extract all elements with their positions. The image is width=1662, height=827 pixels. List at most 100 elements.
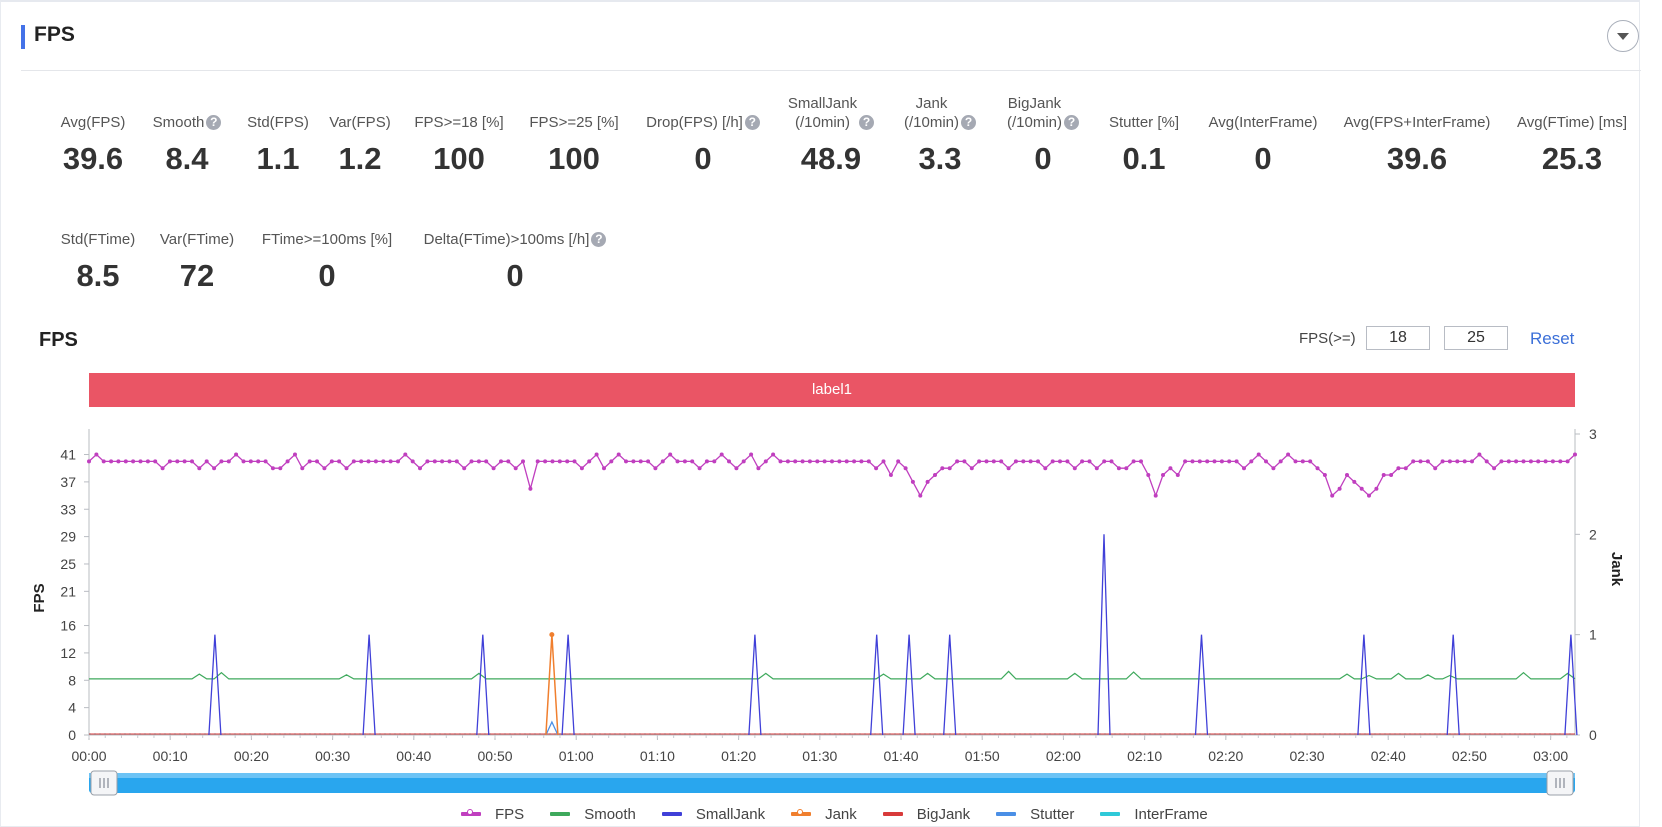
legend-item-stutter[interactable]: Stutter — [996, 806, 1074, 823]
fps-point — [668, 452, 673, 457]
fps-point — [513, 466, 518, 471]
metric-label: Delta(FTime)>100ms [/h]? — [405, 209, 625, 249]
fps-point — [837, 459, 842, 464]
fps-point — [646, 459, 651, 464]
fps-point — [462, 466, 467, 471]
legend-item-jank[interactable]: Jank — [791, 806, 857, 823]
fps-point — [572, 459, 577, 464]
fps-point — [1161, 473, 1165, 477]
legend-label: Smooth — [584, 805, 636, 823]
fps-point — [807, 459, 812, 464]
fps-point — [270, 466, 275, 471]
fps-point — [1205, 459, 1210, 464]
smalljank-spike — [870, 634, 884, 736]
metric-label-text: FTime>=100ms [%] — [261, 231, 393, 248]
fps-point — [1175, 473, 1180, 477]
fps-point — [609, 459, 614, 464]
help-icon[interactable]: ? — [859, 115, 875, 130]
fps-point — [87, 459, 91, 464]
fps-point — [1440, 459, 1445, 464]
fps-point — [1359, 486, 1364, 491]
panel-title: FPS — [34, 23, 75, 46]
help-icon[interactable]: ? — [591, 232, 607, 247]
fps-point — [984, 459, 989, 464]
fps-point — [403, 452, 408, 457]
legend-item-smalljank[interactable]: SmallJank — [661, 806, 765, 823]
smalljank-spike — [748, 634, 762, 736]
fps-point — [1116, 466, 1121, 471]
fps-point — [793, 459, 798, 464]
label-bar[interactable]: label1 — [89, 373, 1575, 407]
fps-point — [1433, 466, 1438, 471]
metric-value: 8.5 — [76, 258, 120, 293]
metric-label-text: BigJank (/10min) — [1006, 95, 1062, 131]
fps-point — [131, 459, 136, 464]
fps-point — [1337, 486, 1342, 491]
zoom-slider-right-handle[interactable] — [1546, 770, 1574, 796]
help-icon[interactable]: ? — [961, 115, 976, 130]
fps-point — [1425, 459, 1430, 464]
metric-label-text: Std(FTime) — [60, 231, 136, 248]
reset-link[interactable]: Reset — [1530, 329, 1575, 348]
help-icon[interactable]: ? — [206, 115, 222, 130]
fps-point — [1455, 459, 1460, 464]
metric-metrics_row1-5: FPS>=25 [%] 100 — [464, 92, 684, 177]
fps-point — [1403, 466, 1408, 471]
fps-point — [190, 459, 194, 464]
fps-point — [682, 459, 687, 464]
metric-label: Var(FPS) — [250, 92, 470, 132]
fps-point — [1249, 459, 1254, 464]
fps-point — [1013, 459, 1018, 464]
metric-label: Drop(FPS) [/h]? — [593, 92, 813, 132]
fps-point — [1492, 466, 1497, 471]
fps-point — [852, 459, 857, 464]
fps-point — [830, 459, 834, 464]
fps-point — [1573, 452, 1577, 457]
fps-point — [167, 459, 172, 464]
help-icon[interactable]: ? — [1064, 115, 1079, 130]
fps-point — [1322, 473, 1327, 477]
y2-tick-label: 1 — [1589, 627, 1597, 643]
x-tick-label: 01:50 — [965, 748, 1000, 764]
x-tick-label: 00:30 — [315, 748, 350, 764]
fps-threshold-high-input[interactable] — [1444, 326, 1508, 350]
fps-point — [1278, 459, 1283, 464]
metric-label: Avg(FPS+InterFrame) — [1307, 92, 1527, 132]
metric-label: FPS>=25 [%] — [464, 92, 684, 132]
x-tick-label: 01:00 — [559, 748, 594, 764]
smooth-series-line — [89, 670, 1576, 680]
zoom-slider-left-handle[interactable] — [90, 770, 118, 796]
fps-point — [329, 459, 334, 464]
metric-value: 0 — [506, 258, 524, 293]
metric-label: BigJank (/10min)? — [933, 92, 1153, 132]
legend-item-interframe[interactable]: InterFrame — [1100, 806, 1208, 823]
fps-point — [969, 466, 974, 471]
fps-point — [903, 466, 908, 471]
metric-label-text: Jank (/10min) — [903, 95, 959, 131]
metric-metrics_row1-11: Avg(InterFrame) 0 — [1153, 92, 1373, 177]
fps-threshold-low-input[interactable] — [1366, 326, 1430, 350]
fps-point — [1102, 459, 1107, 464]
legend-item-smooth[interactable]: Smooth — [550, 806, 636, 823]
legend-item-bigjank[interactable]: BigJank — [882, 806, 970, 823]
fps-point — [896, 459, 901, 464]
fps-point — [1352, 479, 1357, 484]
metric-value: 0 — [318, 258, 336, 293]
smalljank-spike — [1446, 634, 1460, 736]
help-icon[interactable]: ? — [744, 115, 760, 130]
fps-point — [263, 459, 268, 464]
metric-value: 1.1 — [256, 141, 300, 176]
fps-point — [910, 479, 915, 484]
x-tick-label: 00:10 — [153, 748, 188, 764]
legend-swatch-icon — [791, 809, 812, 816]
x-tick-label: 02:10 — [1127, 748, 1162, 764]
legend-item-fps[interactable]: FPS — [461, 806, 524, 823]
collapse-chevron-icon[interactable] — [1607, 20, 1639, 52]
legend-swatch-icon — [996, 812, 1017, 816]
metric-label: FPS>=18 [%] — [349, 92, 569, 132]
fps-point — [528, 486, 533, 491]
fps-point — [1499, 459, 1504, 464]
fps-point — [1514, 459, 1519, 464]
fps-point — [778, 459, 783, 464]
